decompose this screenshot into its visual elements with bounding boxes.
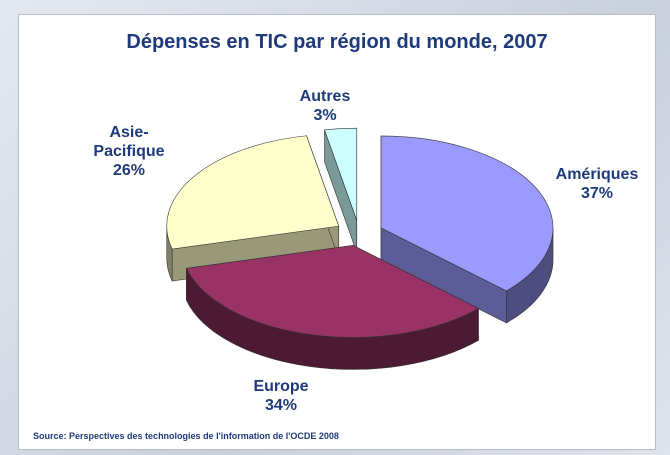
slice [380, 135, 554, 292]
slice [324, 127, 358, 221]
slice-value: 3% [313, 107, 337, 124]
slice-label: Amériques 37% [537, 165, 657, 203]
slice-category: Amériques [555, 166, 639, 183]
slice-value: 34% [264, 397, 298, 414]
chart [166, 127, 554, 370]
slice-label: Autres 3% [285, 87, 365, 125]
slice-label: Europe 34% [221, 377, 341, 415]
slice [166, 135, 340, 250]
slice-label: Asie-Pacifique 26% [79, 123, 179, 180]
slice-category: Asie-Pacifique [93, 124, 165, 160]
slice-value: 37% [580, 185, 614, 202]
source-note: Source: Perspectives des technologies de… [33, 431, 339, 441]
slice-category: Europe [253, 378, 309, 395]
slice [185, 245, 480, 338]
chart-panel: Dépenses en TIC par région du monde, 200… [18, 14, 656, 450]
chart-title: Dépenses en TIC par région du monde, 200… [126, 31, 548, 53]
slice-category: Autres [299, 88, 351, 105]
slice-value: 26% [112, 162, 146, 179]
